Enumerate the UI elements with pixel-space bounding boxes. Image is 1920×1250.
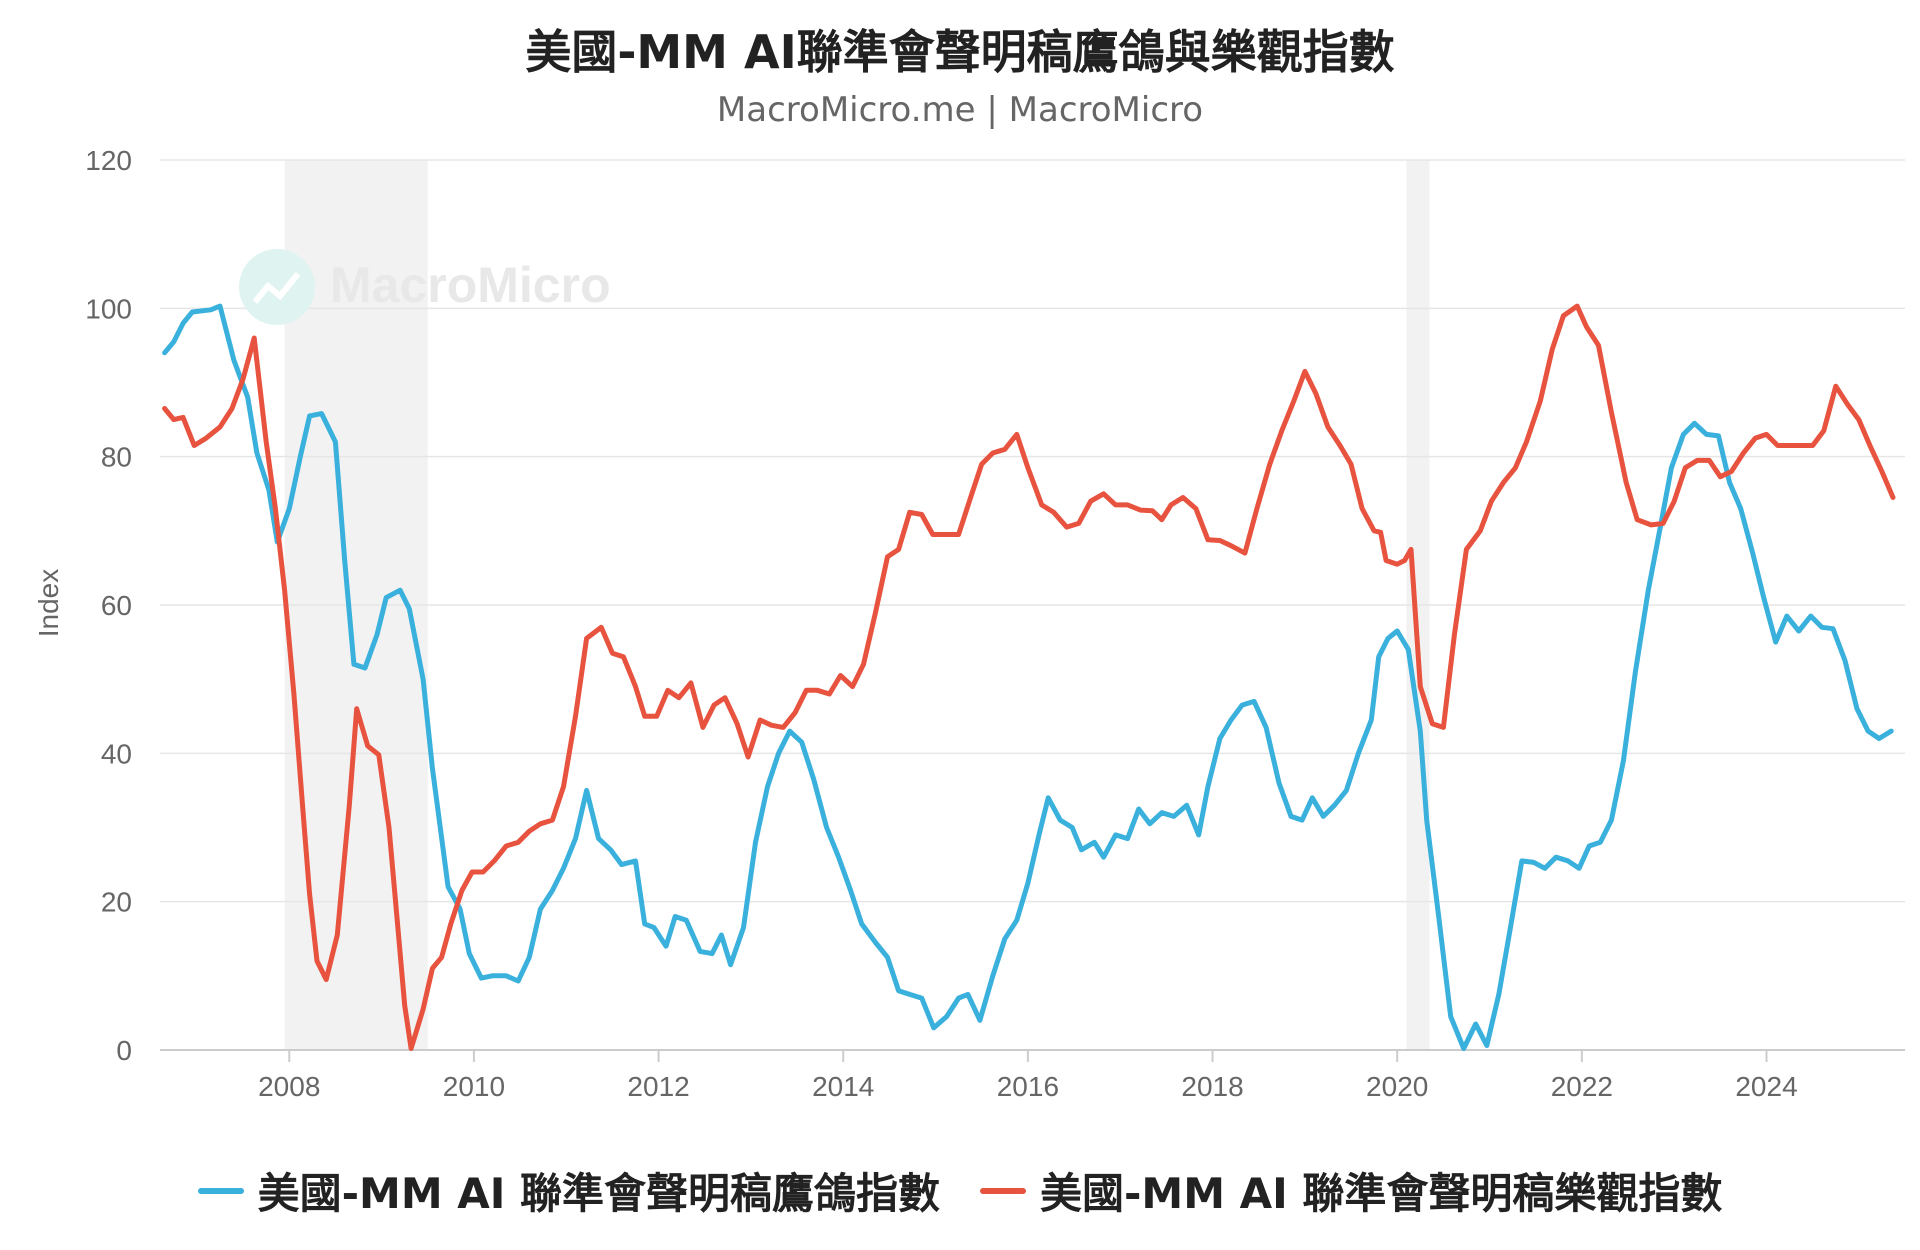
x-tick-label: 2008 bbox=[258, 1071, 320, 1102]
series-lines bbox=[162, 303, 1896, 1051]
watermark: MacroMicro bbox=[330, 257, 611, 313]
y-axis-title: Index bbox=[33, 569, 64, 638]
legend-label-hawk-dove: 美國-MM AI 聯準會聲明稿鷹鴿指數 bbox=[257, 1169, 940, 1218]
series-line-hawk-dove bbox=[162, 303, 1894, 1051]
x-tick-label: 2010 bbox=[443, 1071, 505, 1102]
x-tick-label: 2016 bbox=[997, 1071, 1059, 1102]
x-tick-label: 2018 bbox=[1181, 1071, 1243, 1102]
y-tick-label: 0 bbox=[116, 1035, 132, 1066]
x-axis: 2008 2010 2012 2014 2016 2018 2020 2022 2024 bbox=[160, 1049, 1905, 1102]
y-tick-label: 20 bbox=[101, 887, 132, 918]
y-tick-label: 40 bbox=[101, 738, 132, 769]
x-tick-label: 2020 bbox=[1366, 1071, 1428, 1102]
legend-swatch-optimism bbox=[980, 1187, 1026, 1194]
y-tick-label: 100 bbox=[85, 293, 132, 324]
x-tick-label: 2022 bbox=[1551, 1071, 1613, 1102]
legend-swatch-hawk-dove bbox=[197, 1187, 244, 1194]
legend: 美國-MM AI 聯準會聲明稿鷹鴿指數 美國-MM AI 聯準會聲明稿樂觀指數 bbox=[0, 1160, 1920, 1221]
legend-item-hawk-dove[interactable]: 美國-MM AI 聯準會聲明稿鷹鴿指數 bbox=[197, 1160, 940, 1221]
x-tick-label: 2014 bbox=[812, 1071, 874, 1102]
series-line-optimism bbox=[162, 303, 1896, 1051]
watermark-logo-icon bbox=[239, 249, 315, 325]
y-tick-label: 120 bbox=[85, 145, 132, 176]
y-axis: 0 20 40 60 80 100 120 bbox=[85, 145, 132, 1066]
legend-item-optimism[interactable]: 美國-MM AI 聯準會聲明稿樂觀指數 bbox=[980, 1160, 1722, 1221]
chart-title: 美國-MM AI聯準會聲明稿鷹鴿與樂觀指數 bbox=[525, 25, 1395, 79]
x-tick-label: 2012 bbox=[627, 1071, 689, 1102]
y-tick-label: 80 bbox=[101, 442, 132, 473]
y-tick-label: 60 bbox=[101, 590, 132, 621]
x-tick-label: 2024 bbox=[1735, 1071, 1797, 1102]
chart-subtitle: MacroMicro.me | MacroMicro bbox=[716, 90, 1204, 130]
legend-label-optimism: 美國-MM AI 聯準會聲明稿樂觀指數 bbox=[1040, 1169, 1723, 1218]
